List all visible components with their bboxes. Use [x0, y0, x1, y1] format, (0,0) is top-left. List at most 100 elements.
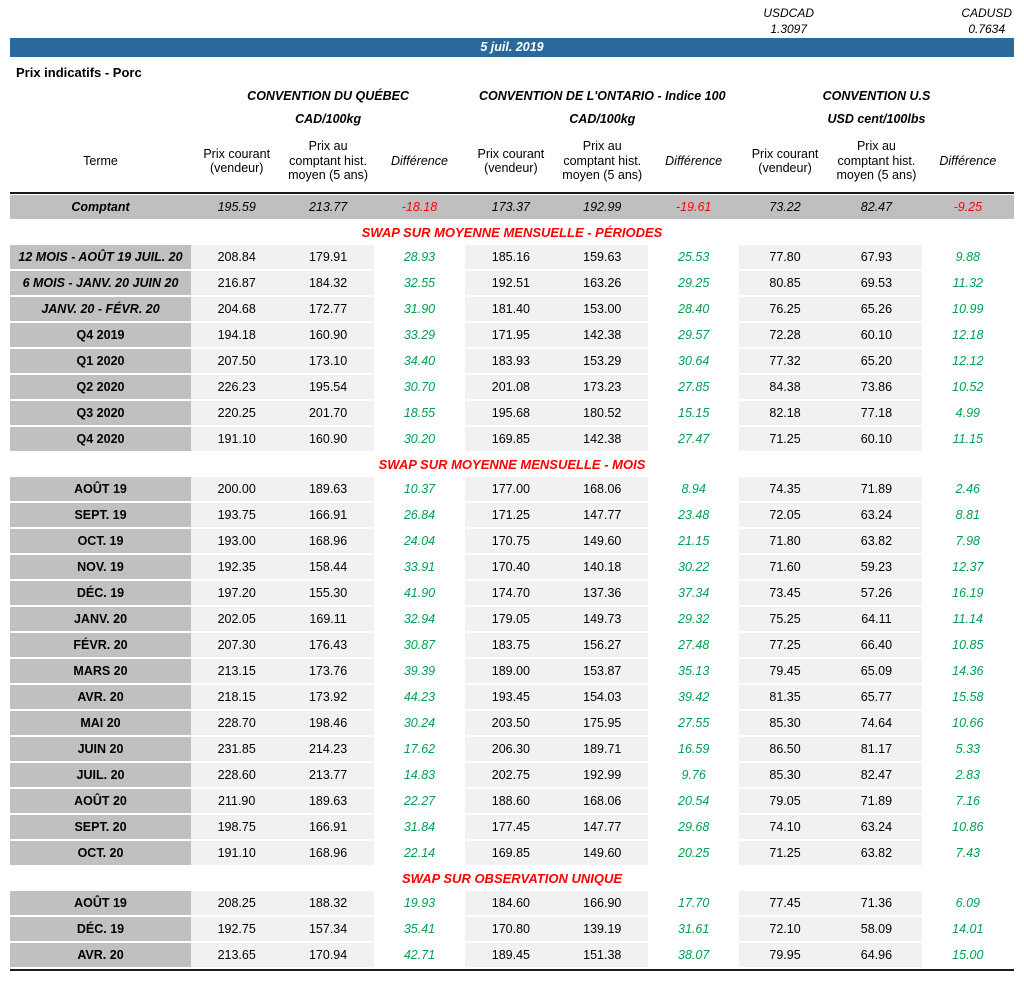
price-value: 201.08	[465, 375, 557, 399]
price-value: 69.53	[830, 271, 923, 295]
price-value: 173.10	[282, 349, 374, 373]
difference-value: 25.53	[678, 250, 710, 264]
price-value: 197.20	[191, 581, 283, 605]
difference-value: 30.22	[678, 560, 710, 574]
difference-value: 29.32	[678, 612, 710, 626]
row-label: SEPT. 20	[10, 815, 191, 839]
price-value: 169.85	[465, 841, 557, 865]
price-value: 153.00	[556, 297, 648, 321]
price-value: 66.40	[830, 633, 923, 657]
price-value: 73.22	[739, 195, 831, 219]
table-body: Comptant 195.59 213.77 -18.18 173.37 192…	[10, 192, 1014, 971]
price-value: 208.25	[191, 891, 283, 915]
difference-value: 20.54	[678, 794, 710, 808]
row-label: DÉC. 19	[10, 917, 191, 941]
price-value: 175.95	[556, 711, 648, 735]
price-value: 73.45	[739, 581, 831, 605]
price-value: 158.44	[282, 555, 374, 579]
table-row: Q4 2020 191.10 160.90 30.20 169.85 142.38 27.4…	[10, 427, 1014, 451]
row-label: SEPT. 19	[10, 503, 191, 527]
table-header: CONVENTION DU QUÉBEC CONVENTION DE L'ONT…	[10, 84, 1014, 192]
price-value: 193.00	[191, 529, 283, 553]
difference-value: 16.19	[952, 586, 984, 600]
price-value: 180.52	[556, 401, 648, 425]
difference-value: 18.55	[403, 406, 436, 420]
price-value: 74.64	[830, 711, 923, 735]
table-row: Q3 2020 220.25 201.70 18.55 195.68 180.52 15.1…	[10, 401, 1014, 425]
price-value: 195.59	[191, 195, 283, 219]
difference-value: 4.99	[955, 406, 980, 420]
price-value: 154.03	[556, 685, 648, 709]
price-value: 76.25	[739, 297, 831, 321]
price-value: 228.70	[191, 711, 283, 735]
price-value: 168.96	[282, 529, 374, 553]
difference-value: 29.68	[678, 820, 710, 834]
price-value: 57.26	[830, 581, 923, 605]
group-unit-quebec: CAD/100kg	[295, 112, 362, 126]
price-value: 139.19	[556, 917, 648, 941]
price-value: 173.92	[282, 685, 374, 709]
price-value: 71.89	[830, 477, 923, 501]
price-value: 77.80	[739, 245, 831, 269]
usdcad-rate: USDCAD 1.3097	[763, 5, 814, 37]
difference-value: 17.70	[678, 896, 710, 910]
difference-value: 7.98	[955, 534, 980, 548]
fx-rates-bar: USDCAD 1.3097 CADUSD 0.7634	[10, 0, 1014, 38]
price-value: 157.34	[282, 917, 374, 941]
price-value: 71.25	[739, 841, 831, 865]
price-value: 82.47	[830, 763, 923, 787]
price-value: 192.75	[191, 917, 283, 941]
price-value: 198.46	[282, 711, 374, 735]
difference-value: 24.04	[403, 534, 436, 548]
prix-comptant-header: Prix au comptant hist. moyen (5 ans)	[288, 139, 369, 183]
difference-value: 27.47	[678, 432, 710, 446]
difference-value: 35.13	[678, 664, 710, 678]
price-value: 198.75	[191, 815, 283, 839]
price-value: 79.45	[739, 659, 831, 683]
price-value: 193.45	[465, 685, 557, 709]
price-value: 85.30	[739, 711, 831, 735]
row-label: AVR. 20	[10, 943, 191, 967]
price-value: 188.32	[282, 891, 374, 915]
price-value: 189.45	[465, 943, 557, 967]
price-value: 149.60	[556, 841, 648, 865]
spacer	[10, 84, 191, 108]
difference-value: 14.01	[952, 922, 984, 936]
price-value: 211.90	[191, 789, 283, 813]
price-value: 170.75	[465, 529, 557, 553]
table-row: SEPT. 19 193.75 166.91 26.84 171.25 147.77 23.…	[10, 503, 1014, 527]
difference-value: 41.90	[403, 586, 436, 600]
price-value: 200.00	[191, 477, 283, 501]
difference-value: 10.37	[403, 482, 436, 496]
table-row: JANV. 20 - FÉVR. 20 204.68 172.77 31.90 181.…	[10, 297, 1014, 321]
difference-value: 27.48	[678, 638, 710, 652]
price-value: 82.47	[830, 195, 923, 219]
price-value: 74.35	[739, 477, 831, 501]
price-value: 173.37	[465, 195, 557, 219]
table-row: AOÛT 19 200.00 189.63 10.37 177.00 168.06 8.94…	[10, 477, 1014, 501]
difference-header: Différence	[390, 153, 448, 168]
terme-header: Terme	[83, 153, 118, 168]
price-value: 86.50	[739, 737, 831, 761]
price-value: 172.77	[282, 297, 374, 321]
difference-value: 42.71	[403, 948, 436, 962]
price-value: 201.70	[282, 401, 374, 425]
price-value: 137.36	[556, 581, 648, 605]
price-value: 213.77	[282, 763, 374, 787]
difference-value: -19.61	[647, 195, 740, 219]
price-value: 185.16	[465, 245, 557, 269]
difference-value: 14.36	[952, 664, 984, 678]
group-title-ontario: CONVENTION DE L'ONTARIO - Indice 100	[479, 89, 726, 103]
section-rows: 12 MOIS - AOÛT 19 JUIL. 20 208.84 179.91 28…	[10, 245, 1014, 451]
price-value: 179.05	[465, 607, 557, 631]
price-value: 192.99	[556, 195, 648, 219]
difference-value: 10.85	[952, 638, 984, 652]
price-value: 77.18	[830, 401, 923, 425]
difference-value: 9.76	[681, 768, 706, 782]
price-value: 220.25	[191, 401, 283, 425]
prix-comptant-header: Prix au comptant hist. moyen (5 ans)	[562, 139, 643, 183]
price-value: 213.77	[282, 195, 374, 219]
price-value: 71.80	[739, 529, 831, 553]
table-row: DÉC. 19 192.75 157.34 35.41 170.80 139.19 31.6…	[10, 917, 1014, 941]
section-rows: AOÛT 19 208.25 188.32 19.93 184.60 166.90 17.7…	[10, 891, 1014, 967]
